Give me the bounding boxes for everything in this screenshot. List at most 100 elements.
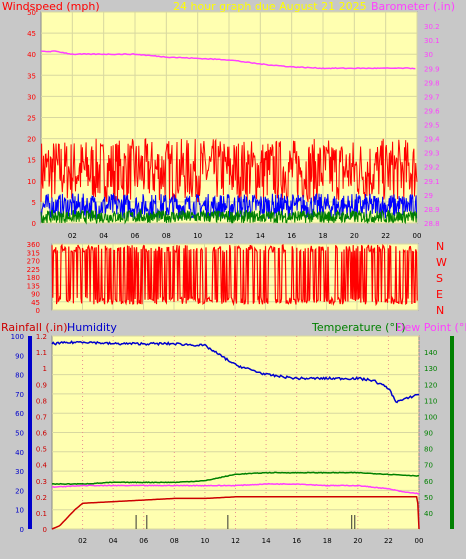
temperature-tick-label: 110 [424, 397, 437, 405]
climate-x-ticks: 02 04 06 08 10 12 14 16 18 20 22 00 [78, 537, 423, 545]
temperature-tick-label: 130 [424, 365, 437, 373]
rainfall-tick-label: 0.2 [36, 494, 47, 502]
rainfall-tick-label: 0.4 [36, 462, 48, 470]
barometer-tick-label: 29.4 [424, 136, 440, 144]
graph-date-title: 24 hour graph due August 21 2025 [173, 0, 367, 13]
direction-tick-label: 360 [27, 241, 40, 249]
wind-x-tick-label: 10 [193, 232, 202, 240]
barometer-tick-label: 29.8 [424, 79, 440, 87]
wind-axis-ticks: 0 5 10 15 20 25 30 35 40 45 50 [27, 9, 36, 228]
climate-x-tick-label: 04 [109, 537, 118, 545]
barometer-tick-label: 29.5 [424, 122, 440, 130]
wind-x-tick-label: 00 [413, 232, 422, 240]
temperature-tick-label: 80 [424, 446, 433, 454]
temperature-axis-bar [450, 336, 454, 529]
humidity-tick-label: 100 [11, 333, 24, 341]
compass-label: W [436, 256, 447, 269]
temperature-tick-label: 40 [424, 510, 433, 518]
compass-label: E [436, 288, 443, 301]
humidity-tick-label: 80 [15, 372, 24, 380]
barometer-tick-label: 28.9 [424, 206, 440, 214]
windspeed-title: Windspeed (mph) [2, 0, 100, 13]
compass-label: S [436, 272, 443, 285]
barometer-tick-label: 29.1 [424, 178, 440, 186]
dewpoint-line [51, 482, 420, 495]
rainfall-title: Rainfall (.in) [1, 321, 68, 334]
wind-tick-label: 45 [27, 30, 36, 38]
wind-series [40, 138, 418, 225]
barometer-tick-label: 29.7 [424, 93, 440, 101]
rainfall-tick-label: 1.2 [36, 333, 47, 341]
humidity-line [51, 340, 420, 404]
wind-x-tick-label: 20 [350, 232, 359, 240]
wind-tick-label: 40 [27, 51, 36, 59]
temperature-tick-label: 90 [424, 430, 433, 438]
wind-x-tick-label: 14 [256, 232, 265, 240]
temperature-tick-label: 70 [424, 462, 433, 470]
rainfall-tick-label: 0.8 [36, 397, 47, 405]
rainfall-tick-label: 1 [43, 365, 47, 373]
wind-x-tick-label: 12 [225, 232, 234, 240]
wind-x-tick-label: 16 [287, 232, 296, 240]
climate-x-tick-label: 22 [384, 537, 393, 545]
wind-low-line [40, 208, 417, 225]
wind-tick-label: 25 [27, 115, 36, 123]
climate-x-tick-label: 08 [170, 537, 179, 545]
climate-x-tick-label: 14 [262, 537, 271, 545]
temperature-tick-label: 140 [424, 349, 437, 357]
barometer-tick-label: 29.2 [424, 164, 440, 172]
wind-tick-label: 5 [32, 199, 36, 207]
direction-tick-label: 135 [27, 282, 40, 290]
barometer-tick-label: 30.2 [424, 23, 440, 31]
dewpoint-title: Dew Point (°F) [396, 321, 466, 334]
rainfall-axis-ticks: 0 0.1 0.2 0.3 0.4 0.5 0.6 0.7 0.8 0.9 1 1.1 1.2 [36, 333, 48, 534]
barometer-title: Barometer (.in) [371, 0, 455, 13]
climate-x-tick-label: 10 [200, 537, 209, 545]
wind-gust-line [40, 138, 418, 203]
humidity-tick-label: 30 [15, 468, 24, 476]
climate-x-tick-label: 12 [231, 537, 240, 545]
climate-x-tick-label: 18 [323, 537, 332, 545]
climate-x-tick-label: 02 [78, 537, 87, 545]
wind-x-tick-label: 06 [131, 232, 140, 240]
direction-tick-label: 315 [27, 249, 40, 257]
humidity-tick-label: 0 [20, 526, 24, 534]
humidity-title: Humidity [67, 321, 117, 334]
climate-x-tick-label: 16 [292, 537, 301, 545]
barometer-tick-label: 29 [424, 192, 433, 200]
temperature-title: Temperature (°F) [311, 321, 406, 334]
rainfall-line [51, 496, 420, 530]
climate-x-tick-label: 20 [353, 537, 362, 545]
direction-tick-label: 225 [27, 266, 40, 274]
temperature-tick-label: 120 [424, 381, 437, 389]
humidity-tick-label: 40 [15, 449, 24, 457]
humidity-tick-label: 90 [15, 352, 24, 360]
temperature-tick-label: 60 [424, 478, 433, 486]
barometer-tick-label: 29.9 [424, 65, 440, 73]
wind-tick-label: 30 [27, 93, 36, 101]
barometer-line [40, 50, 416, 70]
temperature-tick-label: 50 [424, 494, 433, 502]
wind-tick-label: 20 [27, 136, 36, 144]
barometer-axis-ticks: 28.8 28.9 29 29.1 29.2 29.3 29.4 29.5 29.6 29.7 29… [424, 23, 440, 228]
humidity-tick-label: 10 [15, 507, 24, 515]
temperature-line [51, 471, 419, 486]
wind-tick-label: 35 [27, 72, 36, 80]
wind-tick-label: 0 [32, 220, 36, 228]
humidity-axis-ticks: 0 10 20 30 40 50 60 70 80 90 100 [11, 333, 24, 534]
direction-tick-label: 45 [31, 299, 40, 307]
wind-x-tick-label: 22 [381, 232, 390, 240]
humidity-tick-label: 20 [15, 487, 24, 495]
wind-x-tick-label: 18 [319, 232, 328, 240]
wind-x-tick-label: 04 [99, 232, 108, 240]
rainfall-tick-label: 0.9 [36, 381, 47, 389]
rainfall-tick-label: 0.6 [36, 430, 48, 438]
direction-series [51, 243, 418, 307]
humidity-tick-label: 70 [15, 391, 24, 399]
wind-x-tick-label: 08 [162, 232, 171, 240]
barometer-tick-label: 30.1 [424, 37, 440, 45]
